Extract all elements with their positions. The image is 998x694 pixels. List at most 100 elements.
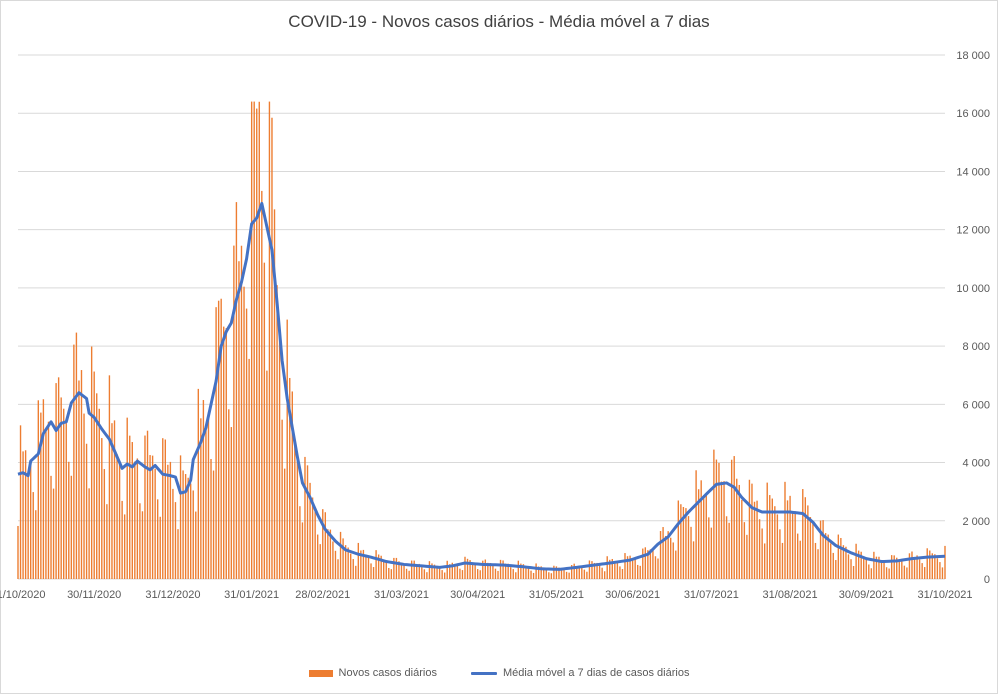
- y-tick-label: 4 000: [962, 458, 990, 470]
- daily-cases-bar: [718, 462, 720, 579]
- x-tick-label: 31/05/2021: [529, 589, 584, 601]
- daily-cases-bar: [527, 567, 530, 579]
- daily-cases-bar: [637, 564, 639, 579]
- daily-cases-bar: [812, 521, 814, 579]
- daily-cases-bar: [476, 569, 479, 579]
- daily-cases-bar: [438, 567, 441, 579]
- daily-cases-bar: [296, 453, 299, 579]
- daily-cases-bar: [383, 560, 385, 579]
- daily-cases-bar: [223, 326, 225, 579]
- daily-cases-bar: [248, 358, 250, 579]
- daily-cases-bar: [360, 550, 362, 579]
- daily-cases-bar: [682, 507, 685, 579]
- daily-cases-bar: [98, 408, 100, 579]
- daily-cases-bar: [929, 550, 931, 579]
- daily-cases-bar: [944, 545, 946, 579]
- daily-cases-bar: [840, 537, 842, 579]
- legend: Novos casos diários Média móvel a 7 dias…: [0, 667, 998, 679]
- daily-cases-bar: [776, 514, 779, 579]
- daily-cases-bar: [443, 572, 446, 579]
- daily-cases-bar: [355, 565, 357, 579]
- daily-cases-bar: [388, 567, 390, 579]
- legend-item-line: Média móvel a 7 dias de casos diários: [470, 667, 690, 679]
- daily-cases-bar: [797, 533, 799, 579]
- daily-cases-bar: [822, 520, 824, 579]
- daily-cases-bar: [588, 560, 591, 579]
- daily-cases-bar: [228, 409, 230, 579]
- daily-cases-bar: [375, 550, 377, 579]
- y-tick-label: 8 000: [962, 341, 990, 353]
- daily-cases-bar: [642, 548, 644, 579]
- daily-cases-bar: [294, 445, 296, 579]
- daily-cases-bar: [530, 570, 532, 579]
- daily-cases-bar: [63, 408, 65, 579]
- x-tick-label: 31/01/2021: [224, 589, 279, 601]
- daily-cases-bar: [751, 483, 753, 579]
- x-tick-label: 31/03/2021: [374, 589, 429, 601]
- daily-cases-bar: [535, 563, 537, 579]
- daily-cases-bar: [243, 286, 245, 579]
- daily-cases-bar: [418, 563, 420, 579]
- daily-cases-bar: [784, 481, 786, 579]
- daily-cases-bar: [736, 478, 738, 579]
- daily-cases-bar: [167, 464, 169, 579]
- daily-cases-bar: [609, 559, 611, 579]
- daily-cases-bar: [563, 568, 565, 579]
- daily-cases-bar: [890, 555, 893, 579]
- daily-cases-bar: [385, 561, 387, 579]
- daily-cases-bar: [715, 459, 718, 579]
- daily-cases-bar: [377, 554, 380, 579]
- legend-item-bars: Novos casos diários: [308, 667, 437, 679]
- daily-cases-bar: [931, 553, 933, 579]
- daily-cases-bar: [581, 567, 583, 579]
- daily-cases-bar: [799, 540, 801, 579]
- daily-cases-bar: [398, 561, 400, 579]
- daily-cases-bar: [941, 567, 944, 579]
- daily-cases-bar: [692, 541, 695, 579]
- x-tick-label: 28/02/2021: [295, 589, 350, 601]
- daily-cases-bar: [779, 529, 781, 579]
- daily-cases-bar: [329, 529, 332, 579]
- daily-cases-bar: [78, 380, 80, 579]
- daily-cases-bar: [184, 474, 187, 579]
- daily-cases-bar: [603, 571, 606, 579]
- daily-cases-bar: [654, 556, 657, 579]
- daily-cases-bar: [283, 468, 286, 579]
- daily-cases-bar: [639, 565, 641, 579]
- daily-cases-bar: [205, 429, 207, 579]
- daily-cases-bar: [918, 559, 921, 579]
- daily-cases-bar: [291, 391, 293, 579]
- y-tick-label: 2 000: [962, 516, 990, 528]
- y-tick-label: 12 000: [956, 225, 990, 237]
- daily-cases-bar: [482, 560, 484, 579]
- daily-cases-bar: [774, 506, 776, 579]
- daily-cases-bar: [576, 566, 578, 579]
- daily-cases-bar: [484, 559, 486, 579]
- daily-cases-bar: [733, 456, 735, 579]
- daily-cases-bar: [281, 419, 283, 579]
- daily-cases-bar: [725, 516, 728, 579]
- daily-cases-bar: [73, 344, 75, 579]
- daily-cases-bar: [278, 335, 281, 579]
- daily-cases-bar: [573, 563, 575, 579]
- daily-cases-bar: [220, 298, 222, 579]
- daily-cases-bar: [250, 101, 253, 579]
- legend-label-line: Média móvel a 7 dias de casos diários: [502, 667, 690, 679]
- daily-cases-bar: [116, 454, 118, 579]
- daily-cases-bar: [123, 514, 126, 579]
- daily-cases-bar: [75, 332, 78, 579]
- daily-cases-bar: [763, 543, 766, 579]
- daily-cases-bar: [207, 412, 210, 579]
- y-tick-label: 6 000: [962, 399, 990, 411]
- daily-cases-bar: [619, 566, 621, 579]
- daily-cases-bar: [299, 506, 301, 579]
- daily-cases-bar: [647, 550, 649, 579]
- daily-cases-bar: [190, 483, 192, 579]
- legend-label-bars: Novos casos diários: [338, 667, 437, 679]
- daily-cases-bar: [172, 488, 174, 579]
- daily-cases-bar: [703, 495, 705, 579]
- daily-cases-bar: [395, 557, 398, 579]
- daily-cases-bar: [687, 516, 690, 579]
- daily-cases-bar: [878, 556, 880, 579]
- y-tick-label: 0: [984, 574, 990, 586]
